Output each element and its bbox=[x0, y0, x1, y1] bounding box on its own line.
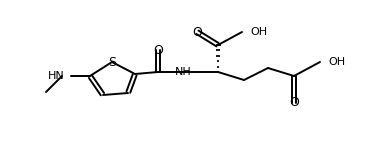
Text: O: O bbox=[192, 26, 202, 38]
Text: S: S bbox=[108, 56, 116, 68]
Text: O: O bbox=[153, 43, 163, 57]
Text: O: O bbox=[289, 97, 299, 109]
Text: NH: NH bbox=[175, 67, 192, 77]
Text: OH: OH bbox=[250, 27, 267, 37]
Text: HN: HN bbox=[48, 71, 65, 81]
Text: OH: OH bbox=[328, 57, 345, 67]
